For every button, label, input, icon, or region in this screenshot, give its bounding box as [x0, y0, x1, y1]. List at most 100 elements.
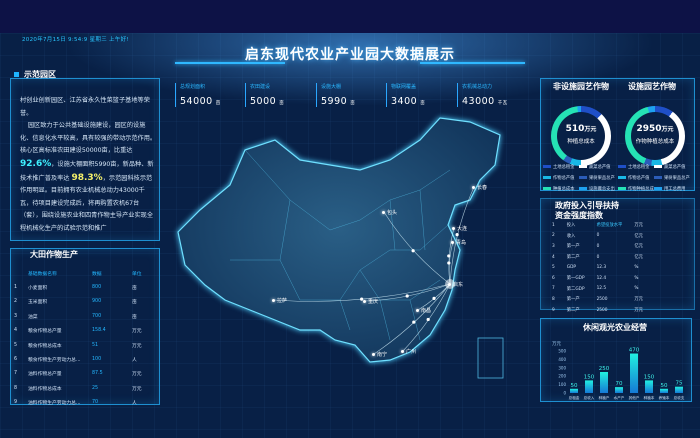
cell: 7: [14, 371, 18, 377]
table-row[interactable]: 4 粮食作物总产量 158.4 万元: [14, 324, 159, 338]
cell: 0: [596, 254, 600, 260]
legend-item[interactable]: 蔬菜总产值: [579, 164, 615, 173]
leisure-agri-panel: [540, 318, 692, 402]
legend-item[interactable]: 作物种植总成本: [618, 186, 654, 195]
gov-title-line1: 政府投入引导扶持: [555, 201, 619, 210]
cell: 800: [92, 285, 102, 291]
legend-label: 作物种植总成本: [628, 187, 654, 192]
stat-card: 设施大棚 5990 亩: [316, 83, 386, 107]
y-tick-label: 0: [563, 391, 566, 396]
cell: 8: [552, 296, 555, 302]
x-tick-label: 水产产: [614, 395, 625, 400]
route-arrow: [426, 317, 430, 322]
legend-swatch: [543, 186, 551, 191]
table-row[interactable]: 1 小麦面积 800 亩: [14, 280, 159, 294]
cell: 1: [14, 285, 18, 291]
facility-value: 2950: [636, 124, 662, 134]
map-city[interactable]: 长春: [472, 184, 487, 191]
data-label: 150: [584, 374, 595, 380]
legend-item[interactable]: 种植总成本: [543, 186, 579, 195]
cell: 9: [552, 307, 555, 313]
cell: 2: [552, 233, 555, 239]
map-city[interactable]: 大连: [452, 225, 467, 232]
south-sea-inset: [477, 337, 504, 379]
map-city[interactable]: 重庆: [363, 298, 378, 305]
stat-value: 54000: [180, 96, 213, 107]
stat-unit: 亩: [215, 101, 221, 106]
legend-swatch: [579, 164, 587, 169]
cell: %: [634, 265, 639, 271]
table-row[interactable]: 4 第二产 0 亿元: [552, 252, 647, 263]
legend-item[interactable]: 作物总产值: [543, 175, 579, 184]
legend-item[interactable]: 用工总费用: [654, 186, 690, 195]
table-row[interactable]: 6 第一GDP 12.4%: [552, 273, 647, 284]
cell: 第二GDP: [566, 286, 585, 292]
legend-item[interactable]: 设施農总支出: [579, 186, 615, 195]
map-city[interactable]: 启东: [448, 281, 463, 288]
col-value: 数据: [92, 271, 102, 277]
legend-swatch: [618, 186, 626, 191]
table-row[interactable]: 9 第二产 2500 万元: [552, 305, 647, 316]
legend-swatch: [543, 164, 551, 169]
stat-card: 农机械总动力 43000 千瓦: [457, 83, 527, 107]
field-crops-title: 大田作物生产: [30, 250, 78, 259]
map-city[interactable]: 拉萨: [272, 297, 287, 304]
cell: 亿元: [634, 233, 643, 239]
stat-value: 3400: [391, 96, 418, 107]
legend-item[interactable]: 蔬菜总产值: [654, 164, 690, 173]
legend-item[interactable]: 果树果品总产值: [654, 175, 690, 184]
legend-swatch: [654, 175, 662, 180]
map-city[interactable]: 包头: [382, 209, 397, 216]
legend-label: 土地总租金: [553, 165, 575, 170]
legend-item[interactable]: 土地总租金: [618, 164, 654, 173]
cell: 投入: [566, 223, 576, 229]
route-arrow: [405, 294, 409, 298]
bar: [570, 388, 578, 393]
facility-donut[interactable]: 2950万元 作物种植总成本: [625, 106, 685, 166]
route-arrow: [432, 296, 436, 300]
legend-item[interactable]: 作物总产值: [618, 175, 654, 184]
legend-item[interactable]: 土地总租金: [543, 164, 579, 173]
cell: 12.4: [596, 275, 607, 281]
legend-item[interactable]: 果树果品总产值: [579, 175, 615, 184]
table-row[interactable]: 6 粮食作物生产劳动力总... 100 人: [14, 352, 159, 366]
highlight-ratio: 92.6%: [20, 158, 52, 169]
table-row[interactable]: 8 第一产 2500 万元: [552, 294, 647, 305]
cell: 小麦面积: [28, 286, 48, 292]
data-label: 470: [629, 348, 640, 354]
table-row[interactable]: 3 第一产 0 亿元: [552, 241, 647, 252]
table-row[interactable]: 7 第二GDP 12.5%: [552, 284, 647, 295]
y-axis-label: 万元: [552, 341, 561, 347]
data-label: 50: [661, 383, 668, 389]
route-arrow: [447, 254, 451, 258]
cell: 玉米面积: [28, 300, 48, 306]
cell: 700: [92, 313, 102, 319]
leisure-bar-chart: 万元 500 400 300 200 100 0 50 总租金 150 总收入 250 种植产 70 水产产…: [552, 341, 685, 400]
table-row[interactable]: 5 GDP 12.3%: [552, 262, 647, 273]
table-row[interactable]: 1 投入 希望投放水平 万元: [552, 220, 647, 231]
table-row[interactable]: 2 收入 0 亿元: [552, 231, 647, 242]
map-city[interactable]: 南宁: [372, 351, 387, 358]
demo-park-text[interactable]: 村创业创新园区、江苏省永久性菜篮子基地等荣誉。 园区致力于公共基础设施建设，园区…: [20, 95, 157, 233]
facility-title: 设施园艺作物: [628, 82, 676, 91]
table-row[interactable]: 7 油料作物总产量 87.5 万元: [14, 367, 159, 381]
para-2c: ，示范园科技示范作用明显。目前拥有农业机械总动力43000千瓦，待项目建设完成后…: [20, 174, 154, 232]
table-row[interactable]: 8 油料作物总成本 25 万元: [14, 381, 159, 395]
cell: 油料作物总成本: [28, 386, 62, 392]
table-row[interactable]: 9 油料作物生产劳动力总... 70 人: [14, 396, 159, 410]
cell: 油料作物生产劳动力总...: [28, 401, 81, 407]
legend-label: 果树果品总产值: [589, 176, 615, 181]
map-city[interactable]: 广州: [401, 348, 416, 355]
map-city[interactable]: 青岛: [451, 239, 466, 246]
table-row[interactable]: 3 油菜 700 亩: [14, 309, 159, 323]
gov-title: 政府投入引导扶持 资金强度指数: [555, 201, 619, 221]
field-crops-panel: [10, 248, 160, 405]
route-arrow: [455, 233, 459, 237]
non-facility-donut[interactable]: 510万元 种植总成本: [551, 106, 611, 166]
table-row[interactable]: 5 粮食作物总成本 51 万元: [14, 338, 159, 352]
map-city[interactable]: 南昌: [416, 307, 431, 314]
cell: 8: [14, 385, 18, 391]
table-row[interactable]: 2 玉米面积 900 亩: [14, 295, 159, 309]
y-tick-label: 400: [558, 357, 566, 362]
legend-label: 设施農总支出: [589, 187, 615, 192]
